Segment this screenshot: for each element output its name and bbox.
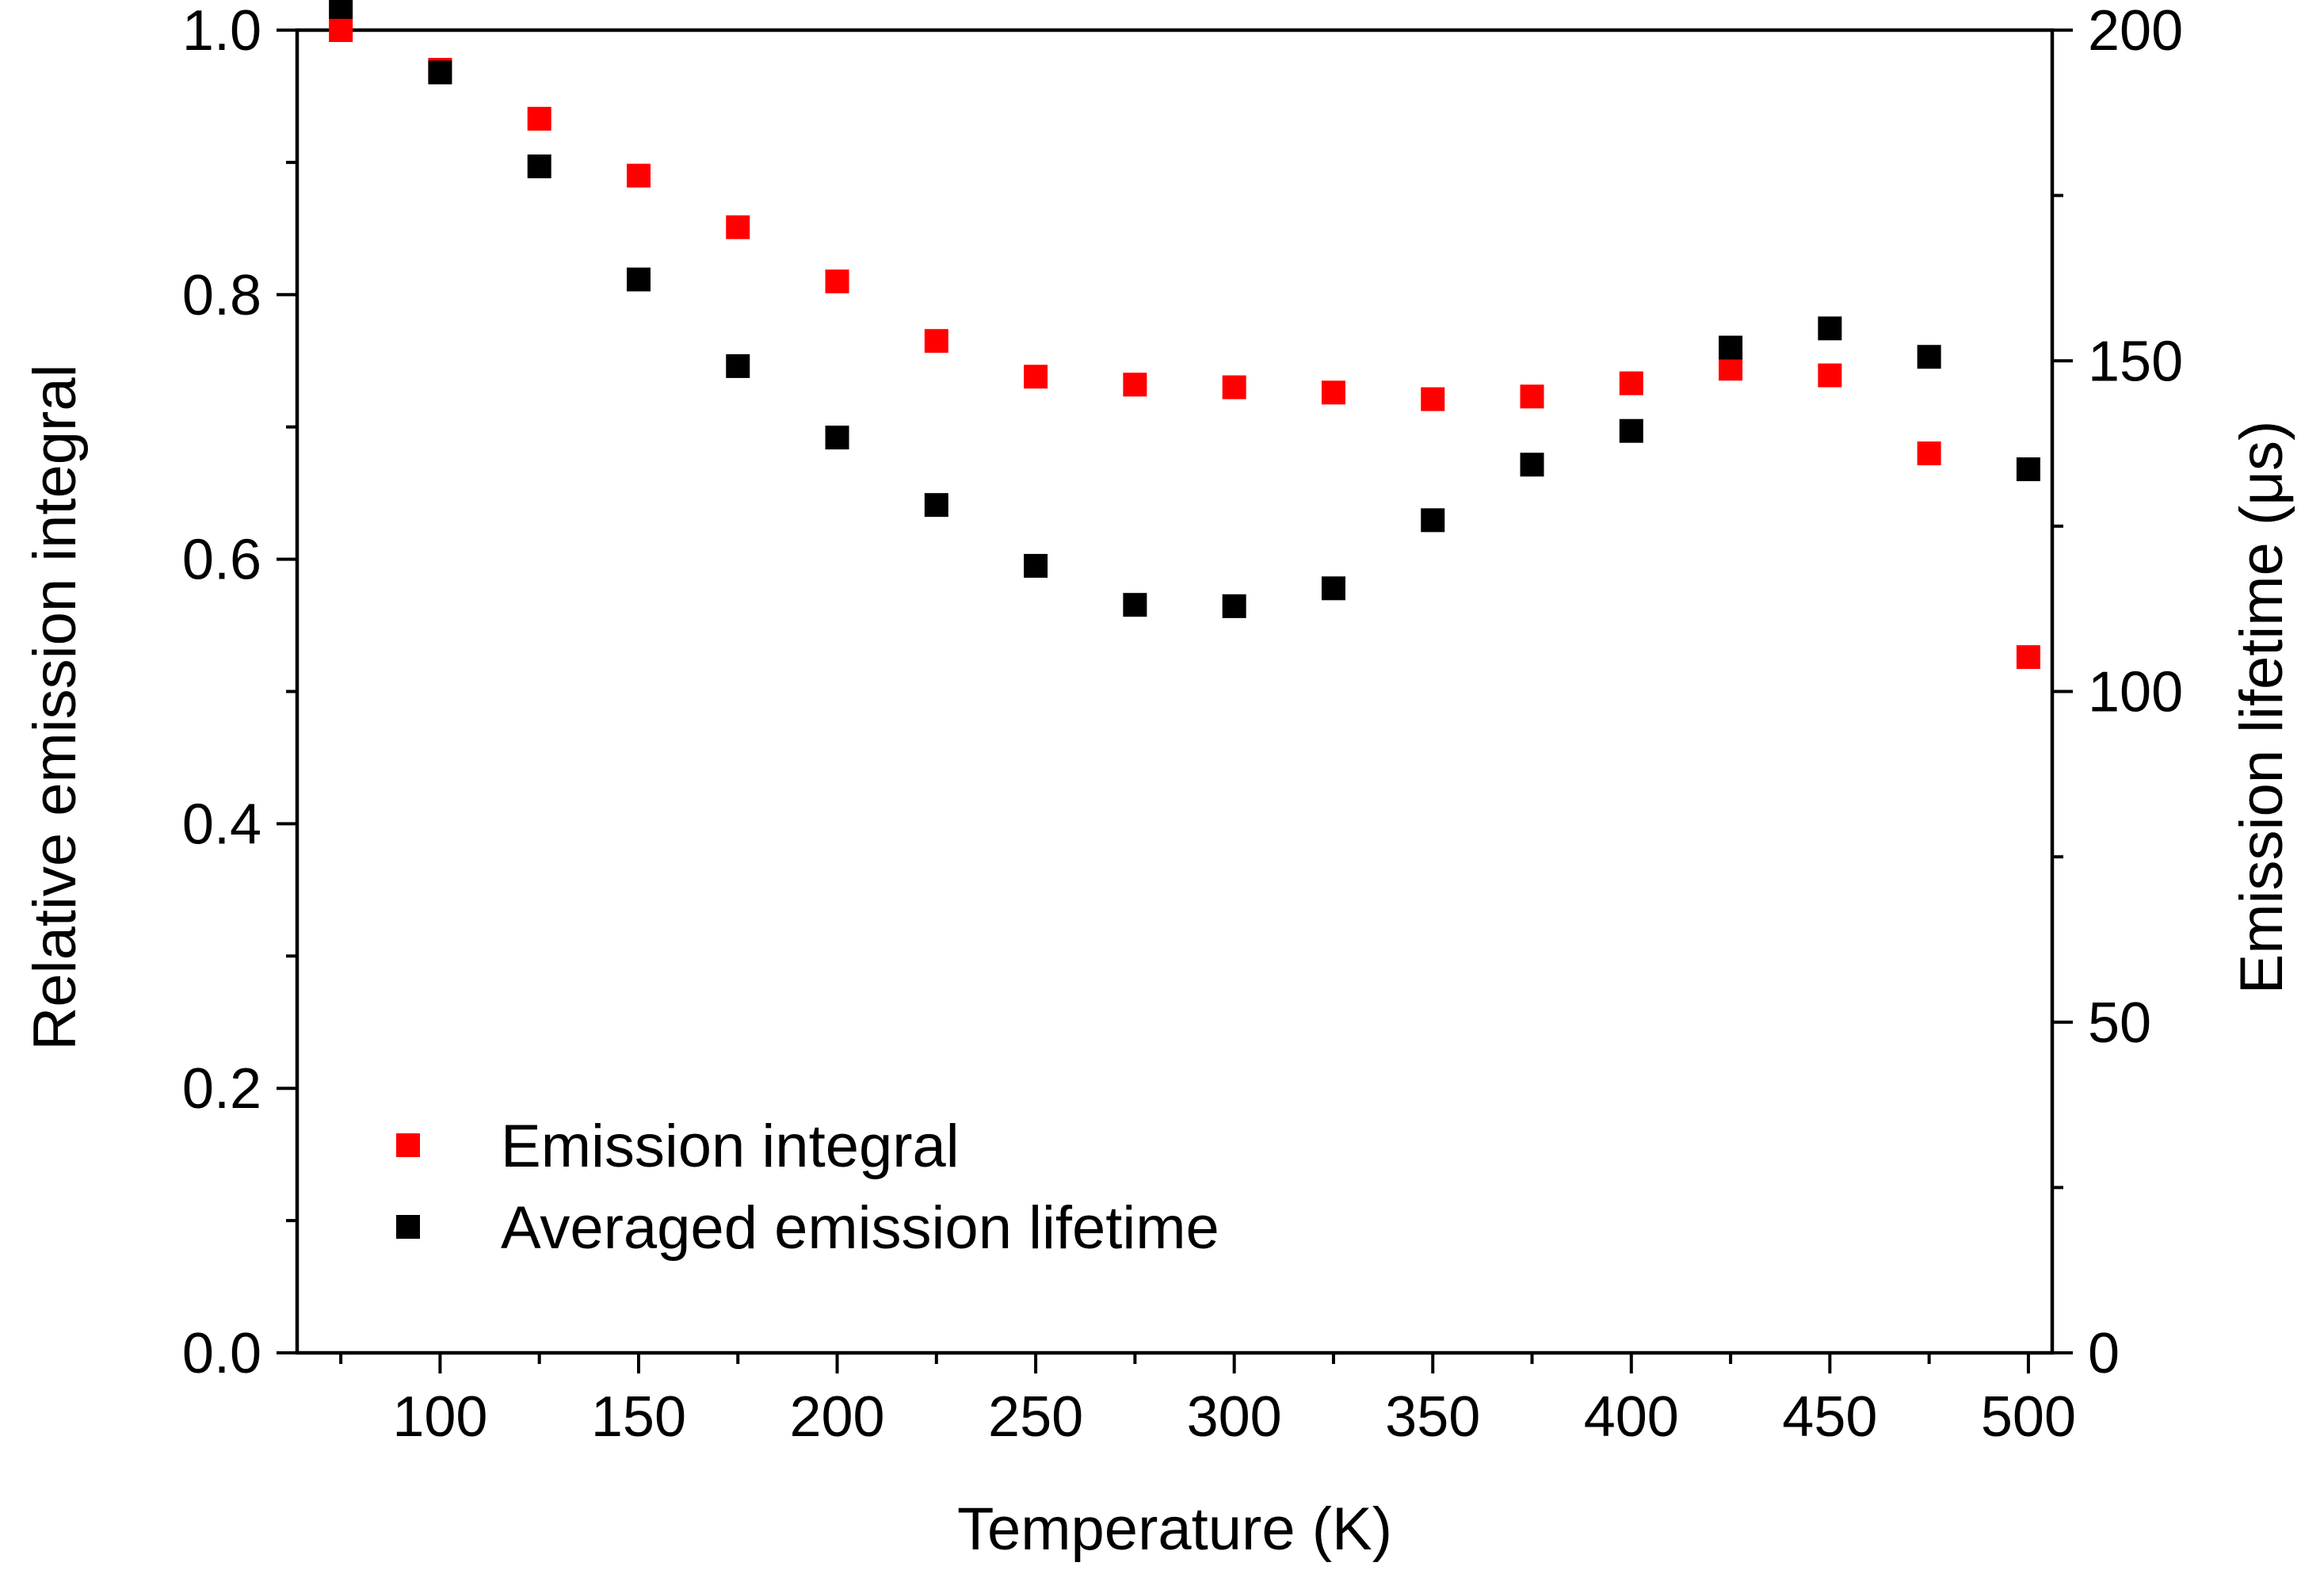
data-point	[726, 353, 750, 378]
y-right-tick-label: 150	[2088, 330, 2183, 393]
data-point	[428, 60, 452, 85]
x-tick-label: 300	[1187, 1385, 1282, 1449]
x-axis-ticks: 100 150 200 250 300 350 400 450 500	[339, 1353, 2076, 1449]
data-point	[924, 493, 948, 518]
data-point	[1321, 576, 1345, 601]
series-layer	[329, 0, 2040, 670]
x-axis-title: Temperature (K)	[957, 1496, 1392, 1563]
data-point	[1123, 593, 1147, 617]
x-tick-label: 200	[789, 1385, 884, 1449]
data-point	[1123, 372, 1147, 397]
data-point	[626, 163, 651, 188]
data-point	[1421, 508, 1445, 533]
data-point	[1719, 335, 1743, 360]
series-emission-integral	[329, 18, 2040, 670]
data-point	[1024, 365, 1048, 389]
y-right-tick-label: 0	[2088, 1322, 2120, 1385]
data-point	[1520, 384, 1544, 409]
x-tick-label: 250	[988, 1385, 1083, 1449]
y-right-axis-title: Emission lifetime (μs)	[2228, 421, 2295, 995]
data-point	[1222, 375, 1246, 399]
data-point	[2016, 457, 2040, 482]
y-right-tick-label: 50	[2088, 991, 2151, 1055]
data-point	[924, 329, 948, 353]
data-point	[1520, 453, 1544, 477]
series-averaged-emission-lifetime	[329, 0, 2040, 618]
data-point	[329, 0, 353, 19]
data-point	[1719, 357, 1743, 381]
y-left-tick-label: 0.2	[182, 1057, 261, 1121]
legend-marker-emission-integral	[396, 1133, 420, 1157]
data-point	[1619, 371, 1643, 395]
x-tick-label: 450	[1782, 1385, 1877, 1449]
data-point	[1818, 316, 1842, 341]
x-tick-label: 100	[392, 1385, 487, 1449]
data-point	[1917, 345, 1941, 369]
data-point	[527, 154, 551, 178]
y-left-axis-title: Relative emission integral	[21, 365, 89, 1051]
data-point	[1024, 553, 1048, 578]
x-tick-label: 150	[591, 1385, 686, 1449]
data-point	[527, 106, 551, 131]
data-point	[2016, 645, 2040, 670]
legend: Emission integral Averaged emission life…	[396, 1113, 1219, 1262]
data-point	[1818, 363, 1842, 388]
x-tick-label: 400	[1584, 1385, 1679, 1449]
y-left-tick-label: 0.4	[182, 793, 261, 856]
y-right-axis-ticks: 0 50 100 150 200	[2052, 0, 2183, 1385]
data-point	[1619, 418, 1643, 443]
data-point	[329, 18, 353, 42]
data-point	[1421, 387, 1445, 411]
y-left-tick-label: 0.0	[182, 1322, 261, 1385]
data-point	[1222, 594, 1246, 618]
y-right-tick-label: 200	[2088, 0, 2183, 63]
y-left-tick-label: 0.6	[182, 529, 261, 592]
legend-label-emission-integral: Emission integral	[501, 1113, 960, 1180]
data-point	[1917, 441, 1941, 466]
x-tick-label: 500	[1981, 1385, 2076, 1449]
x-tick-label: 350	[1385, 1385, 1480, 1449]
data-point	[825, 426, 849, 450]
y-left-tick-label: 1.0	[182, 0, 261, 63]
data-point	[825, 269, 849, 294]
y-left-axis-ticks: 0.0 0.2 0.4 0.6 0.8 1.0	[182, 0, 297, 1385]
data-point	[1321, 380, 1345, 405]
y-left-tick-label: 0.8	[182, 264, 261, 327]
y-right-tick-label: 100	[2088, 661, 2183, 724]
data-point	[626, 267, 651, 292]
legend-marker-averaged-emission-lifetime	[396, 1215, 420, 1239]
data-point	[726, 215, 750, 239]
legend-label-averaged-emission-lifetime: Averaged emission lifetime	[501, 1194, 1219, 1262]
